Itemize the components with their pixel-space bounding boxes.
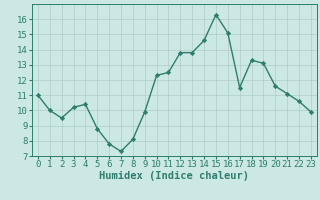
- X-axis label: Humidex (Indice chaleur): Humidex (Indice chaleur): [100, 171, 249, 181]
